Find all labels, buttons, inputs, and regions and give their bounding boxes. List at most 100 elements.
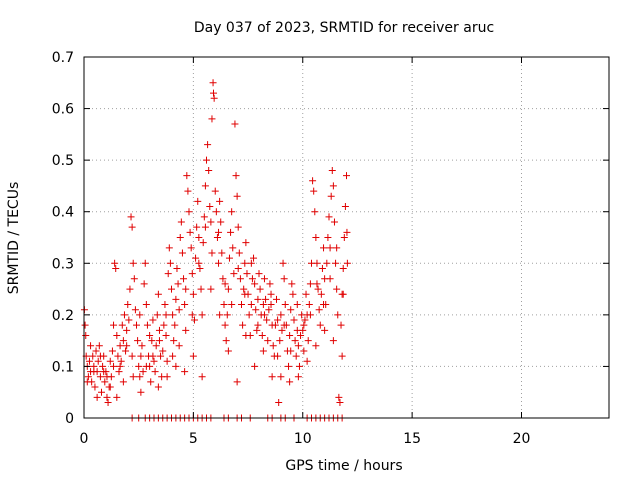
data-point: [193, 223, 201, 231]
data-point: [149, 316, 157, 324]
data-point: [153, 311, 161, 319]
data-point: [233, 378, 241, 386]
data-point: [324, 234, 332, 241]
data-point: [241, 259, 249, 267]
data-point: [230, 270, 238, 278]
data-point: [181, 301, 189, 309]
data-point: [275, 399, 283, 407]
data-point: [255, 270, 263, 278]
data-point: [134, 337, 142, 345]
data-point: [186, 228, 194, 236]
data-point: [187, 244, 195, 252]
data-point: [155, 326, 163, 334]
data-point: [210, 89, 217, 97]
data-point: [306, 280, 314, 288]
data-point: [151, 368, 159, 376]
data-point: [301, 316, 309, 324]
data-point: [127, 213, 135, 221]
data-point: [87, 342, 95, 350]
data-point: [131, 306, 139, 314]
data-point: [217, 218, 225, 226]
data-point: [321, 326, 329, 334]
data-point: [206, 203, 214, 211]
data-point: [207, 285, 215, 293]
data-point: [222, 337, 230, 345]
data-point: [82, 331, 90, 339]
data-point: [313, 259, 321, 267]
data-point: [215, 259, 223, 267]
data-point: [199, 239, 207, 247]
data-point: [264, 337, 272, 345]
data-point: [235, 249, 243, 257]
data-point: [114, 352, 122, 360]
data-point: [116, 342, 124, 350]
data-point: [100, 368, 108, 376]
data-point: [248, 275, 256, 283]
data-point: [163, 373, 171, 381]
data-point: [333, 285, 341, 293]
data-point: [320, 244, 328, 252]
data-point: [293, 301, 301, 309]
data-point: [208, 249, 216, 257]
data-point: [129, 259, 137, 267]
data-point: [171, 321, 179, 329]
data-point: [326, 275, 334, 283]
data-point: [126, 285, 134, 293]
data-point: [213, 234, 221, 241]
data-point: [260, 311, 268, 319]
data-point: [135, 362, 143, 370]
data-point: [224, 347, 232, 355]
data-point: [104, 399, 112, 407]
data-point: [175, 306, 183, 314]
data-point: [172, 295, 180, 303]
data-point: [343, 259, 351, 267]
data-point: [137, 352, 145, 360]
x-tick-label: 10: [294, 431, 312, 447]
data-point: [305, 301, 313, 309]
data-point: [312, 342, 320, 350]
data-point: [291, 337, 299, 345]
data-point: [286, 331, 294, 339]
data-point: [163, 357, 171, 365]
data-point: [85, 357, 93, 365]
data-point: [119, 337, 127, 345]
data-point: [81, 321, 89, 329]
data-point: [133, 321, 140, 329]
data-point: [274, 316, 282, 324]
data-point: [137, 388, 145, 396]
data-point: [273, 295, 280, 303]
data-point: [164, 270, 172, 278]
data-point: [178, 249, 186, 257]
data-point: [205, 166, 213, 174]
data-point: [306, 311, 314, 319]
data-point: [138, 342, 146, 350]
data-point: [231, 120, 239, 128]
data-point: [278, 326, 286, 334]
data-point: [224, 285, 232, 293]
data-point: [220, 301, 228, 309]
data-point: [339, 290, 347, 298]
data-point: [154, 290, 162, 298]
data-point: [221, 321, 229, 329]
data-point: [84, 373, 92, 381]
data-point: [297, 331, 305, 339]
data-point: [245, 311, 253, 319]
data-point: [183, 172, 191, 180]
data-point: [146, 331, 154, 339]
data-point: [198, 373, 206, 381]
data-point: [262, 295, 270, 303]
data-point: [192, 254, 200, 262]
data-point: [197, 285, 205, 293]
data-point: [175, 342, 183, 350]
data-point: [198, 311, 206, 319]
data-point: [288, 280, 296, 288]
data-point: [294, 373, 302, 381]
data-point: [329, 337, 337, 345]
data-point: [254, 321, 262, 329]
y-tick-label: 0.5: [52, 153, 74, 169]
data-point: [207, 218, 215, 226]
data-point: [195, 234, 203, 241]
data-point: [233, 192, 241, 200]
data-point: [303, 357, 311, 365]
data-point: [154, 383, 162, 391]
